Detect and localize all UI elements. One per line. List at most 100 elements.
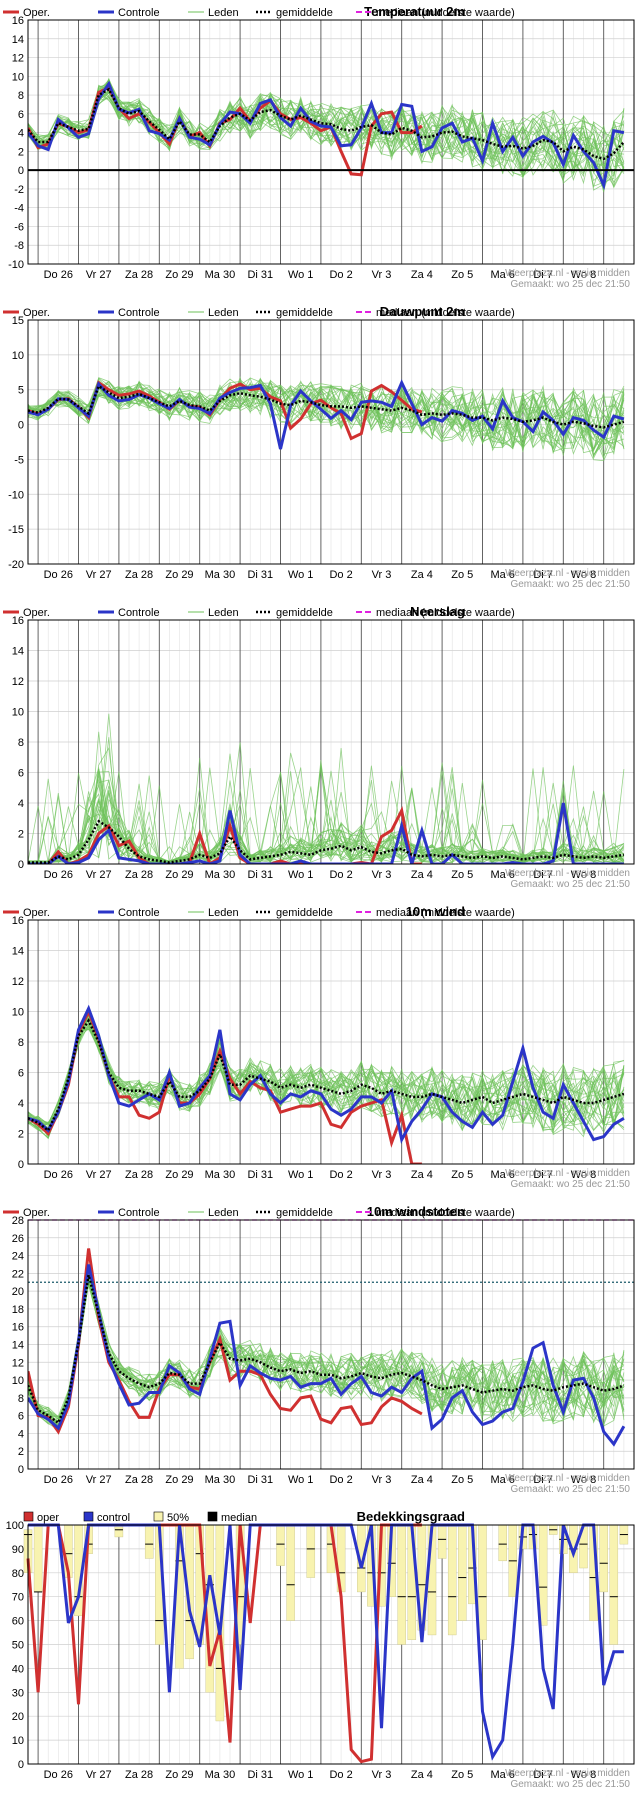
x-tick-label: Wo 8 — [571, 869, 596, 881]
y-tick-label: 10 — [12, 71, 24, 83]
x-tick-label: Vr 27 — [86, 869, 112, 881]
y-tick-label: 2 — [18, 1129, 24, 1141]
member-line — [28, 1265, 625, 1427]
percentile-bar — [498, 1524, 507, 1562]
legend-label: 50% — [167, 1512, 189, 1524]
plot-frame — [27, 1524, 635, 1765]
chart-title: 10m wind — [406, 904, 465, 919]
x-tick-label: Zo 29 — [165, 569, 193, 581]
x-tick-label: Ma 6 — [490, 569, 514, 581]
member-line — [28, 84, 625, 172]
site-credit: Weerplaza.nl - regio midden — [505, 268, 630, 279]
percentile-bar — [609, 1524, 619, 1645]
x-tick-label: Do 2 — [329, 869, 352, 881]
y-tick-label: 0 — [18, 859, 24, 871]
y-tick-label: 14 — [12, 646, 24, 658]
member-line — [28, 1275, 625, 1422]
x-tick-label: Wo 1 — [288, 1474, 313, 1486]
x-tick-label: Zo 5 — [451, 1474, 473, 1486]
y-tick-label: 10 — [12, 707, 24, 719]
y-tick-label: -10 — [8, 489, 24, 501]
y-tick-label: 30 — [12, 1687, 24, 1699]
legend-label: gemiddelde — [276, 607, 333, 619]
y-tick-label: 14 — [12, 946, 24, 958]
y-tick-label: 26 — [12, 1233, 24, 1245]
x-tick-label: Wo 8 — [571, 269, 596, 281]
x-tick-label: Ma 30 — [205, 569, 236, 581]
x-tick-label: Vr 27 — [86, 1474, 112, 1486]
x-tick-label: Vr 27 — [86, 1169, 112, 1181]
x-tick-label: Wo 1 — [288, 869, 313, 881]
y-tick-label: 0 — [18, 1759, 24, 1771]
y-tick-label: 10 — [12, 1007, 24, 1019]
x-tick-label: Za 28 — [125, 1169, 153, 1181]
x-tick-label: Za 4 — [411, 1474, 433, 1486]
legend-label: oper — [37, 1512, 59, 1524]
legend-label: Leden — [208, 307, 239, 319]
x-tick-label: Zo 29 — [165, 869, 193, 881]
legend-label: Leden — [208, 1207, 239, 1219]
site-made: Gemaakt: wo 25 dec 21:50 — [510, 879, 630, 890]
x-tick-label: Zo 5 — [451, 269, 473, 281]
x-tick-label: Vr 3 — [372, 1474, 392, 1486]
site-made: Gemaakt: wo 25 dec 21:50 — [510, 1179, 630, 1190]
chart-panel-4: 0 2 4 6 8 10 12 14 16 Do 26 Vr 27 Za 28 Zo 29 Ma 30 Di… — [3, 904, 635, 1190]
member-line — [28, 383, 625, 447]
y-tick-label: 6 — [18, 109, 24, 121]
ensemble-members — [28, 375, 625, 462]
y-tick-label: -10 — [8, 259, 24, 271]
x-tick-label: Za 28 — [125, 869, 153, 881]
y-tick-label: 24 — [12, 1251, 24, 1263]
y-tick-label: 4 — [18, 798, 24, 810]
site-made: Gemaakt: wo 25 dec 21:50 — [510, 279, 630, 290]
gemiddelde-line — [28, 1274, 625, 1425]
x-tick-label: Do 26 — [44, 869, 73, 881]
x-tick-label: Ma 30 — [205, 869, 236, 881]
x-tick-label: Do 2 — [329, 569, 352, 581]
y-tick-label: 80 — [12, 1568, 24, 1580]
legend-label: mediaan (middelste waarde) — [376, 1207, 515, 1219]
site-made: Gemaakt: wo 25 dec 21:50 — [510, 1484, 630, 1495]
ensemble-members — [28, 1248, 626, 1447]
legend-label: Controle — [118, 7, 160, 19]
site-credit: Weerplaza.nl - regio midden — [505, 868, 630, 879]
chart-title: Neerslag — [410, 604, 465, 619]
legend-swatch — [23, 1511, 34, 1522]
y-tick-label: 16 — [12, 15, 24, 27]
chart-panel-6: 0 10 20 30 40 50 60 70 80 90 100 Do 26 Vr 27 Za 28 Zo … — [6, 1509, 635, 1790]
x-tick-label: Wo 1 — [288, 569, 313, 581]
y-tick-label: 8 — [18, 1393, 24, 1405]
x-tick-label: Za 4 — [411, 569, 433, 581]
chart-title: 10m windstoten — [367, 1204, 465, 1219]
x-tick-label: Ma 30 — [205, 269, 236, 281]
plot-frame — [27, 319, 635, 565]
chart-title: Bedekkingsgraad — [357, 1509, 465, 1524]
x-tick-label: Do 26 — [44, 1169, 73, 1181]
x-tick-label: Za 28 — [125, 269, 153, 281]
member-line — [28, 1028, 625, 1126]
x-tick-label: Di 31 — [247, 1769, 273, 1781]
legend-label: Oper. — [23, 307, 50, 319]
x-tick-label: Wo 1 — [288, 269, 313, 281]
chart-panel-3: 0 2 4 6 8 10 12 14 16 Do 26 Vr 27 Za 28 Zo 29 Ma 30 Di… — [3, 604, 635, 890]
x-tick-label: Wo 8 — [571, 1474, 596, 1486]
site-made: Gemaakt: wo 25 dec 21:50 — [510, 579, 630, 590]
y-tick-label: 16 — [12, 615, 24, 627]
controle-line — [28, 1004, 625, 1144]
member-line — [28, 378, 625, 450]
y-tick-label: 12 — [12, 976, 24, 988]
legend-label: gemiddelde — [276, 1207, 333, 1219]
y-tick-label: 5 — [18, 385, 24, 397]
x-tick-label: Vr 27 — [86, 569, 112, 581]
x-tick-label: Zo 5 — [451, 569, 473, 581]
y-tick-label: 20 — [12, 1286, 24, 1298]
y-tick-label: 10 — [12, 1375, 24, 1387]
y-tick-label: 0 — [18, 1464, 24, 1476]
percentile-bar — [306, 1524, 316, 1578]
legend-label: Oper. — [23, 907, 50, 919]
x-tick-label: Ma 30 — [205, 1169, 236, 1181]
x-tick-label: Di 7 — [533, 1474, 553, 1486]
y-tick-label: 16 — [12, 915, 24, 927]
y-tick-label: -20 — [8, 559, 24, 571]
